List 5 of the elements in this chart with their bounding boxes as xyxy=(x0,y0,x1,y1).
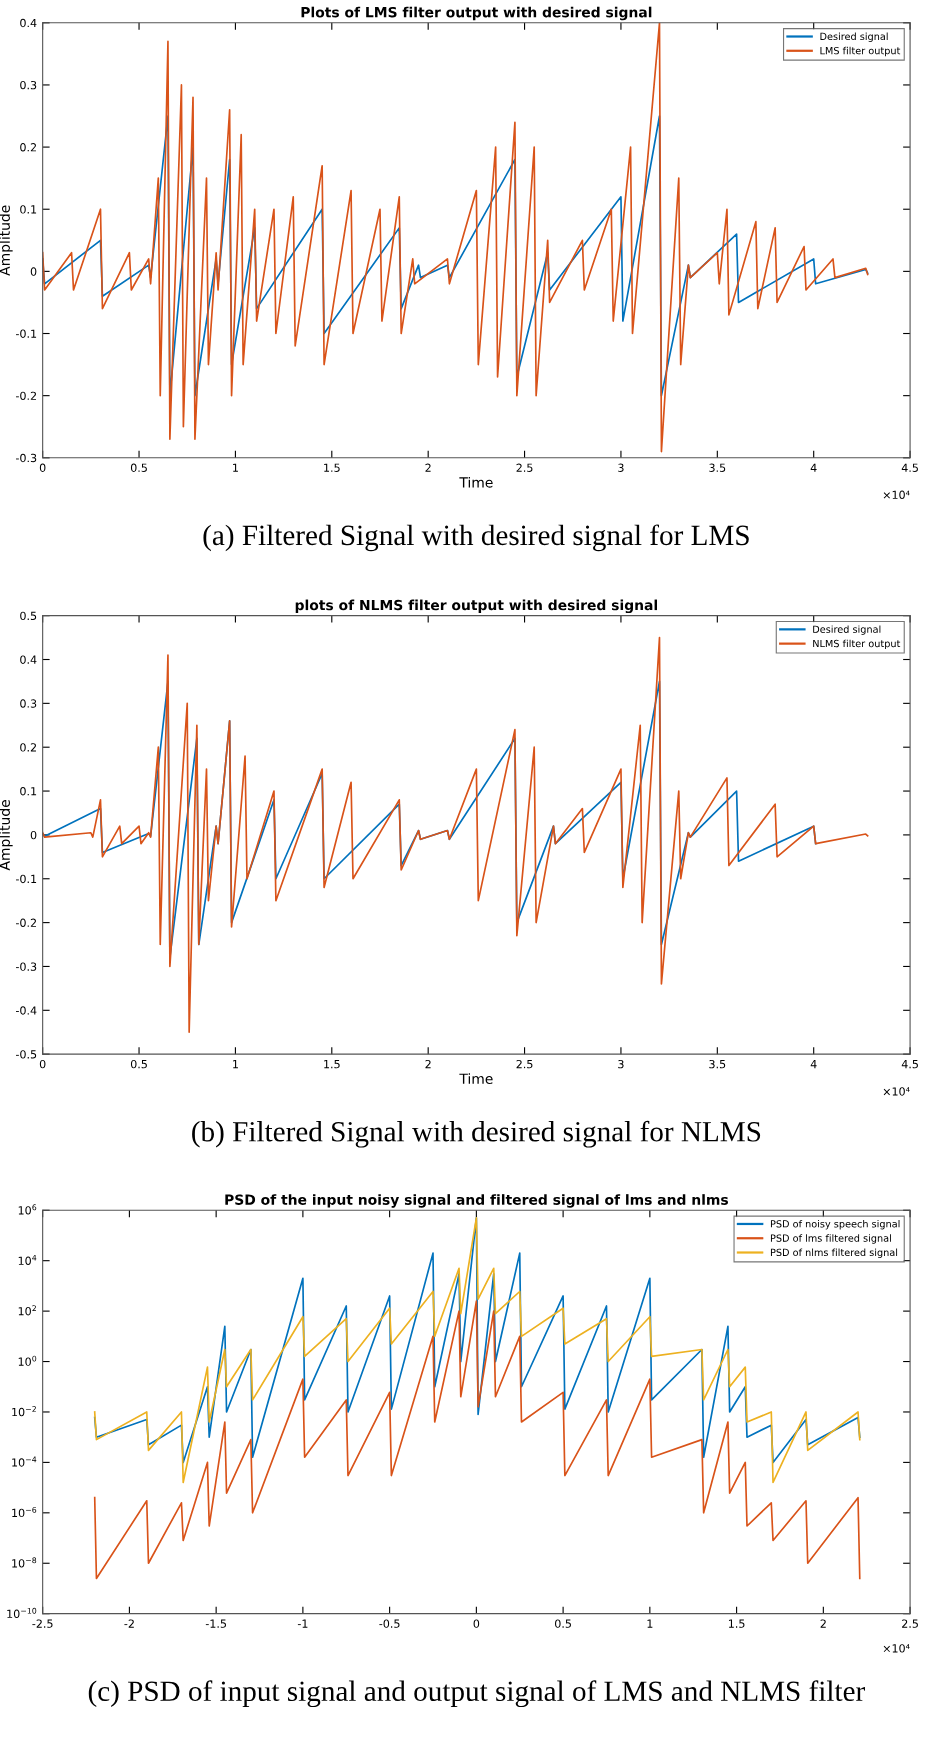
text: (b) Filtered Signal with desired signal for NLMS xyxy=(192,1120,761,1148)
line-series xyxy=(93,1300,861,1580)
text: (a) Filtered Signal with desired signal for LMS xyxy=(203,524,749,552)
line-series xyxy=(42,636,869,1034)
text: (c) PSD of input signal and output signal of LMS and NLMS filter xyxy=(88,1680,865,1708)
